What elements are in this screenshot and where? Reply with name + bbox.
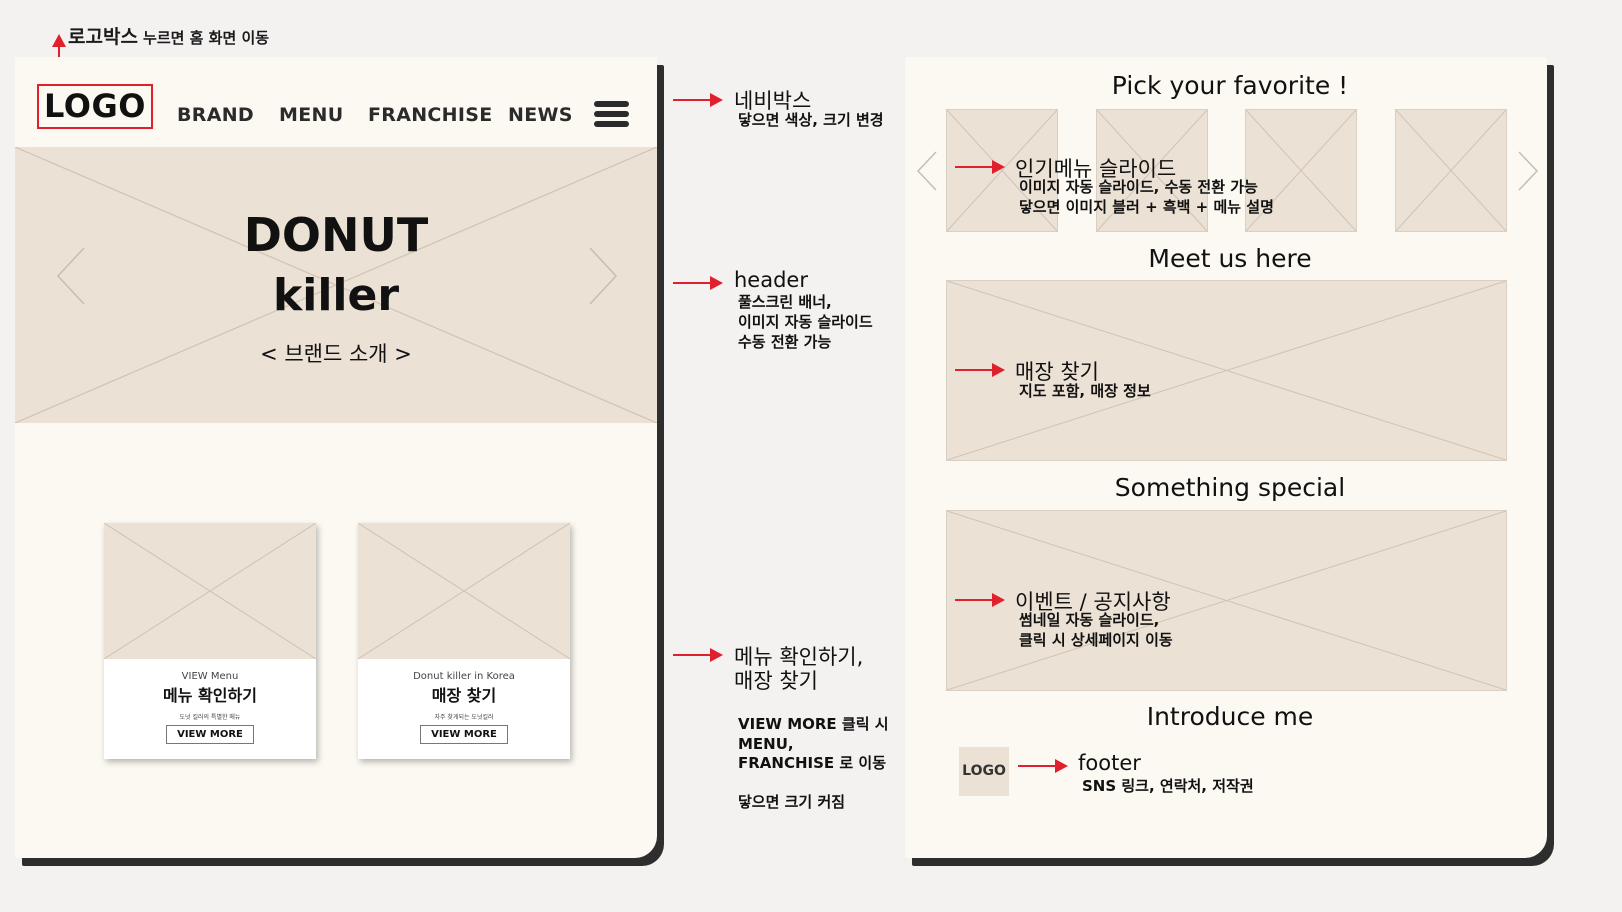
favorite-annotation-line: 닿으면 이미지 블러 + 흑백 + 메뉴 설명 xyxy=(1019,198,1274,216)
footer-logo[interactable]: LOGO xyxy=(959,747,1009,796)
section-title-special: Something special xyxy=(1114,473,1346,502)
card-image-placeholder xyxy=(104,523,316,659)
store-annotation-line: 지도 포함, 매장 정보 xyxy=(1019,382,1151,400)
slide-next-arrow-icon[interactable] xyxy=(1515,150,1541,192)
menu-card[interactable]: VIEW Menu 메뉴 확인하기 도넛 킬러의 특별한 메뉴 VIEW MOR… xyxy=(104,523,316,759)
slide-prev-arrow-icon[interactable] xyxy=(914,150,940,192)
menu-annotation-arrow xyxy=(673,648,723,662)
nav-annotation-line: 닿으면 색상, 크기 변경 xyxy=(738,111,884,129)
nav-annotation-arrow xyxy=(673,93,723,107)
logo-annotation: 로고박스 누르면 홈 화면 이동 xyxy=(68,22,269,49)
favorite-annotation-line: 이미지 자동 슬라이드, 수동 전환 가능 xyxy=(1019,178,1258,196)
logo-annotation-arrowhead xyxy=(52,34,66,47)
event-annotation-arrow xyxy=(955,593,1005,607)
nav-brand[interactable]: BRAND xyxy=(177,104,254,126)
card-description: 자주 찾게되는 도넛킬러 xyxy=(434,714,494,721)
event-slide-placeholder[interactable] xyxy=(946,510,1507,691)
store-map-placeholder[interactable] xyxy=(946,280,1507,461)
menu-annotation-title: 매장 찾기 xyxy=(734,669,818,693)
hero-title-line2: killer xyxy=(272,270,400,321)
card-eyebrow: Donut killer in Korea xyxy=(413,671,515,682)
view-more-button[interactable]: VIEW MORE xyxy=(166,725,254,744)
nav-news[interactable]: NEWS xyxy=(508,104,573,126)
card-eyebrow: VIEW Menu xyxy=(181,671,239,682)
hero-title-line1: DONUT xyxy=(243,208,429,262)
logo-text: LOGO xyxy=(44,87,146,125)
hero-banner xyxy=(15,147,657,423)
favorite-slide-thumb[interactable] xyxy=(1096,109,1208,232)
menu-annotation-line: 닿으면 크기 커짐 xyxy=(738,793,846,811)
header-annotation-arrow xyxy=(673,276,723,290)
event-annotation-line: 클릭 시 상세페이지 이동 xyxy=(1019,631,1173,649)
event-annotation-line: 썸네일 자동 슬라이드, xyxy=(1019,611,1160,629)
header-annotation-line: 수동 전환 가능 xyxy=(738,333,832,351)
store-annotation-title: 매장 찾기 xyxy=(1015,360,1099,384)
menu-annotation-line: FRANCHISE 로 이동 xyxy=(738,754,886,772)
footer-annotation-title: footer xyxy=(1078,751,1141,775)
favorite-annotation-arrow xyxy=(955,160,1005,174)
section-title-favorite: Pick your favorite ! xyxy=(1111,71,1349,100)
menu-annotation-line: MENU, xyxy=(738,735,794,753)
footer-annotation-line: SNS 링크, 연락처, 저작권 xyxy=(1082,777,1254,795)
hero-prev-arrow-icon[interactable] xyxy=(54,246,88,306)
hamburger-icon[interactable] xyxy=(594,101,629,127)
favorite-slide-thumb[interactable] xyxy=(1395,109,1507,232)
logo-box[interactable]: LOGO xyxy=(37,84,153,129)
hero-subtitle: < 브랜드 소개 > xyxy=(260,342,412,366)
footer-logo-text: LOGO xyxy=(962,763,1006,779)
section-title-introduce: Introduce me xyxy=(1146,702,1314,731)
nav-franchise[interactable]: FRANCHISE xyxy=(368,104,493,126)
card-title: 메뉴 확인하기 xyxy=(163,686,257,705)
card-title: 매장 찾기 xyxy=(431,686,497,705)
header-annotation-line: 풀스크린 배너, xyxy=(738,293,832,311)
nav-menu[interactable]: MENU xyxy=(279,104,344,126)
nav-annotation-title: 네비박스 xyxy=(734,89,812,113)
hero-next-arrow-icon[interactable] xyxy=(586,246,620,306)
header-annotation-title: header xyxy=(734,268,808,292)
logo-annotation-title: 로고박스 xyxy=(68,26,138,48)
logo-annotation-sub: 누르면 홈 화면 이동 xyxy=(143,29,270,47)
header-annotation-line: 이미지 자동 슬라이드 xyxy=(738,313,873,331)
favorite-slide-thumb[interactable] xyxy=(1245,109,1357,232)
store-card[interactable]: Donut killer in Korea 매장 찾기 자주 찾게되는 도넛킬러… xyxy=(358,523,570,759)
footer-annotation-arrow xyxy=(1018,759,1068,773)
favorite-annotation-title: 인기메뉴 슬라이드 xyxy=(1015,157,1177,181)
card-description: 도넛 킬러의 특별한 메뉴 xyxy=(179,714,241,721)
menu-annotation-title: 메뉴 확인하기, xyxy=(734,645,864,669)
event-annotation-title: 이벤트 / 공지사항 xyxy=(1015,590,1171,614)
view-more-button[interactable]: VIEW MORE xyxy=(420,725,508,744)
card-image-placeholder xyxy=(358,523,570,659)
section-title-meet: Meet us here xyxy=(1148,244,1312,273)
store-annotation-arrow xyxy=(955,363,1005,377)
menu-annotation-line: VIEW MORE 클릭 시 xyxy=(738,715,889,733)
